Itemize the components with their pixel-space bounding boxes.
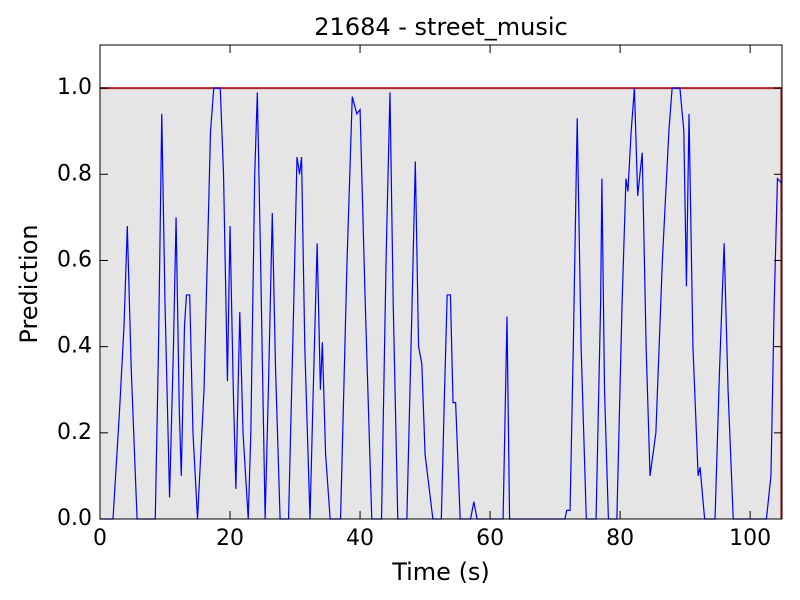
- plot-area: [99, 44, 783, 520]
- x-tick-label: 0: [93, 526, 107, 551]
- y-tick-label: 1.0: [57, 75, 92, 100]
- plot-frame: [99, 44, 783, 520]
- y-tick-label: 0.6: [57, 247, 92, 272]
- y-axis-label: Prediction: [15, 224, 43, 343]
- x-tick-label: 20: [216, 526, 244, 551]
- x-tick-label: 100: [729, 526, 771, 551]
- x-axis-label: Time (s): [391, 558, 490, 586]
- x-tick-label: 60: [476, 526, 504, 551]
- y-tick-label: 0.8: [57, 161, 92, 186]
- x-tick-label: 40: [346, 526, 374, 551]
- chart-title: 21684 - street_music: [314, 13, 567, 41]
- shaded-region: [100, 88, 782, 519]
- x-tick-label: 80: [606, 526, 634, 551]
- y-tick-label: 0.4: [57, 334, 92, 359]
- y-tick-label: 0.2: [57, 420, 92, 445]
- prediction-line: [100, 87, 782, 520]
- y-tick-label: 0.0: [57, 506, 92, 531]
